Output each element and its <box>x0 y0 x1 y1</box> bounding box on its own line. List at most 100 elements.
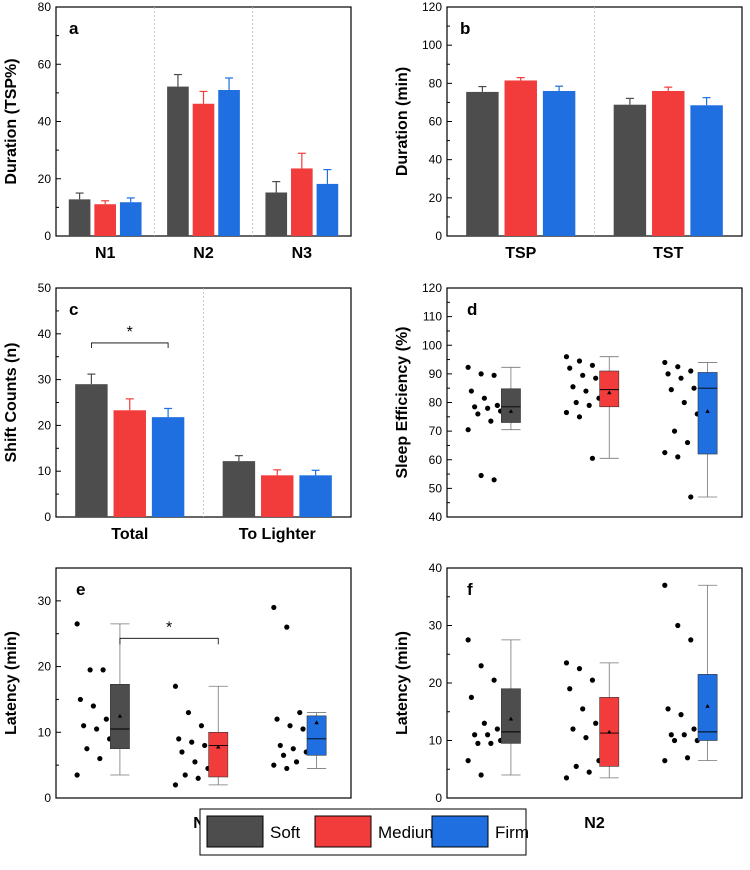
data-point-firm <box>678 375 684 381</box>
data-point-firm <box>668 732 674 738</box>
y-tick-label: 120 <box>422 0 442 14</box>
data-point-soft <box>94 726 100 732</box>
data-point-medium <box>567 365 573 371</box>
bar-medium-n3 <box>291 168 313 236</box>
data-point-medium <box>589 455 596 461</box>
data-point-medium <box>185 709 192 716</box>
bar-firm-n1 <box>119 202 142 236</box>
data-point-medium <box>576 414 583 420</box>
data-point-medium <box>580 372 586 378</box>
data-point-soft <box>481 720 487 726</box>
data-point-soft <box>465 427 471 433</box>
y-tick-label: 50 <box>38 281 52 295</box>
y-tick-label: 60 <box>429 453 443 467</box>
data-point-soft <box>87 667 93 673</box>
data-point-firm <box>678 712 684 718</box>
data-point-firm <box>675 622 681 629</box>
data-point-medium <box>573 763 579 769</box>
data-point-firm <box>662 758 668 764</box>
box-medium <box>599 370 620 408</box>
mean-marker <box>705 704 710 708</box>
mean-marker <box>705 409 710 413</box>
bar-soft-total <box>75 384 108 517</box>
y-tick-label: 10 <box>38 464 52 478</box>
data-point-soft <box>90 703 96 709</box>
data-point-soft <box>74 621 80 627</box>
data-point-medium <box>202 742 208 749</box>
bar-medium-n1 <box>94 204 116 236</box>
data-point-firm <box>665 371 671 377</box>
bar-soft-to-lighter <box>222 461 256 517</box>
legend-swatch-medium <box>314 815 372 848</box>
legend-label-soft: Soft <box>270 823 301 842</box>
significance-bracket <box>119 637 219 645</box>
bar-firm-to-lighter <box>299 475 332 517</box>
data-point-firm <box>290 746 296 752</box>
data-point-medium <box>567 686 573 692</box>
y-tick-label: 60 <box>38 57 52 71</box>
y-tick-label: 0 <box>44 229 51 243</box>
legend-label-medium: Medium <box>378 823 438 842</box>
y-tick-label: 0 <box>44 510 51 524</box>
panel-letter-d: d <box>467 300 477 319</box>
data-point-medium <box>570 726 576 732</box>
data-point-firm <box>675 454 681 460</box>
data-point-soft <box>103 716 109 722</box>
bar-soft-n3 <box>265 192 288 236</box>
bar-firm-tst <box>690 105 723 236</box>
data-point-firm <box>688 494 694 500</box>
data-point-soft <box>488 740 494 746</box>
y-tick-label: 110 <box>423 310 442 324</box>
data-point-medium <box>586 402 592 408</box>
data-point-firm <box>681 732 687 738</box>
data-point-firm <box>293 759 300 765</box>
data-point-firm <box>297 709 303 716</box>
bar-soft-n2 <box>167 86 189 236</box>
y-tick-label: 80 <box>429 396 443 410</box>
y-tick-label: 20 <box>429 676 443 690</box>
y-tick-label: 40 <box>38 115 52 129</box>
data-point-medium <box>192 759 198 765</box>
legend: Soft Medium Firm <box>199 808 529 856</box>
box-medium <box>208 731 229 778</box>
legend-swatch-firm <box>431 815 489 848</box>
y-axis-title: Sleep Efficiency (%) <box>394 326 411 478</box>
data-point-medium <box>563 354 570 360</box>
data-point-firm <box>271 604 277 611</box>
data-point-soft <box>81 723 87 729</box>
data-point-firm <box>662 359 668 366</box>
category-label: Total <box>111 526 148 543</box>
data-point-medium <box>573 399 579 406</box>
data-point-soft <box>74 772 80 778</box>
data-point-firm <box>671 737 678 744</box>
bar-firm-n2 <box>218 90 240 236</box>
data-point-firm <box>284 765 290 772</box>
bar-soft-n1 <box>68 199 91 236</box>
bar-soft-tsp <box>466 91 499 236</box>
panel-letter-b: b <box>460 19 470 38</box>
y-axis-title: Latency (min) <box>3 631 20 735</box>
y-tick-label: 40 <box>429 561 443 575</box>
data-point-medium <box>583 735 589 741</box>
data-point-soft <box>488 418 494 424</box>
y-axis-title: Shift Counts (n) <box>3 343 20 463</box>
data-point-medium <box>593 375 599 381</box>
panel-letter-f: f <box>467 580 473 599</box>
y-tick-label: 50 <box>429 481 443 495</box>
y-tick-label: 80 <box>429 76 443 90</box>
data-point-firm <box>274 716 280 722</box>
category-label: To Lighter <box>239 526 316 543</box>
data-point-firm <box>665 706 671 712</box>
bar-medium-n2 <box>192 103 215 236</box>
data-point-medium <box>563 660 570 666</box>
significance-star: * <box>127 324 133 341</box>
y-tick-label: 40 <box>429 510 443 524</box>
y-tick-label: 0 <box>435 791 442 805</box>
panel-letter-c: c <box>69 300 78 319</box>
y-tick-label: 30 <box>429 619 443 633</box>
bar-medium-to-lighter <box>261 475 294 517</box>
mean-marker <box>607 390 612 395</box>
bar-firm-total <box>151 417 185 517</box>
y-tick-label: 20 <box>38 418 52 432</box>
